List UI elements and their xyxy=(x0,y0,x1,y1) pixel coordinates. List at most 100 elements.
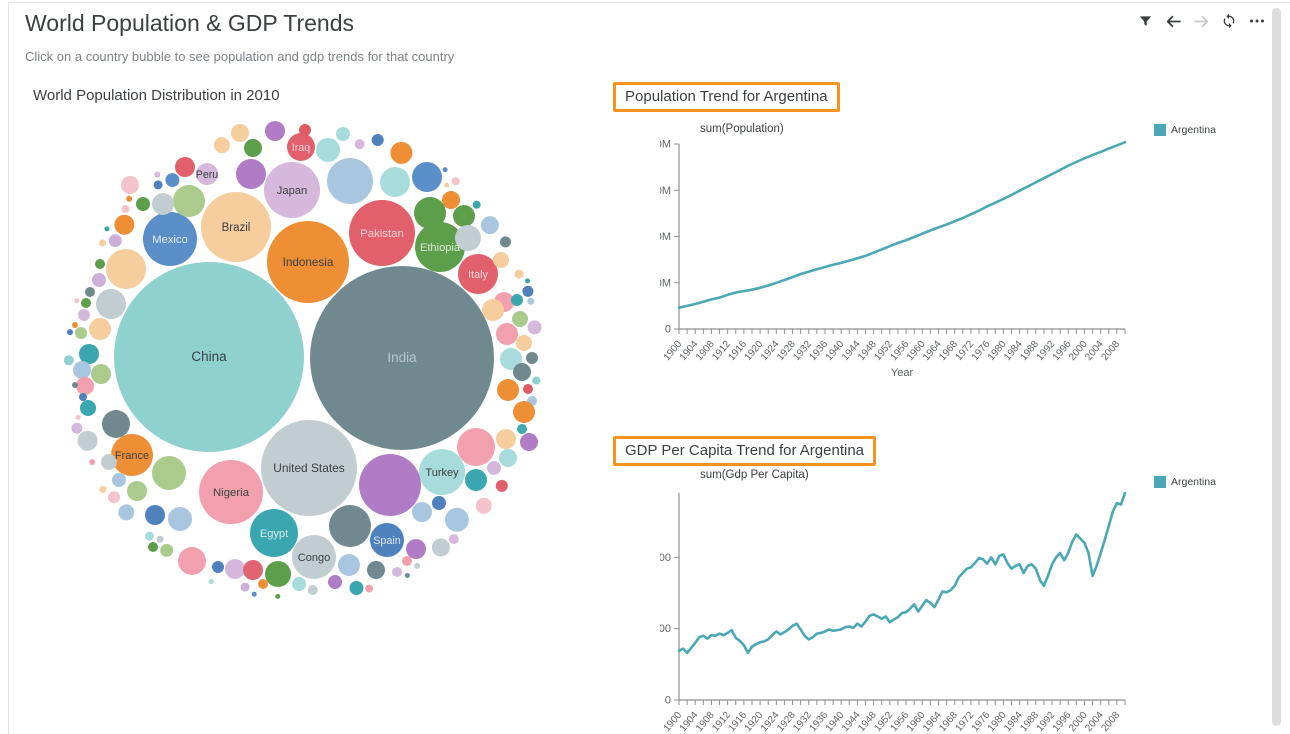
bubble-small[interactable] xyxy=(412,502,432,522)
bubble-egypt[interactable] xyxy=(250,509,298,557)
bubble-small[interactable] xyxy=(338,554,360,576)
bubble-small[interactable] xyxy=(511,294,523,306)
population-legend-item[interactable]: Argentina xyxy=(1154,124,1216,136)
bubble-small[interactable] xyxy=(95,259,105,269)
bubble-indonesia[interactable] xyxy=(267,221,349,303)
bubble-ethiopia[interactable] xyxy=(415,222,465,272)
bubble-small[interactable] xyxy=(371,134,384,146)
bubble-china[interactable] xyxy=(114,262,304,452)
bubble-small[interactable] xyxy=(525,278,530,284)
bubble-small[interactable] xyxy=(225,559,245,579)
bubble-small[interactable] xyxy=(487,461,501,475)
bubble-japan[interactable] xyxy=(264,162,320,218)
bubble-small[interactable] xyxy=(77,430,98,451)
bubble-small[interactable] xyxy=(349,581,364,595)
bubble-small[interactable] xyxy=(359,454,421,516)
bubble-small[interactable] xyxy=(89,459,96,465)
bubble-small[interactable] xyxy=(527,297,535,305)
bubble-small[interactable] xyxy=(72,382,78,388)
back-arrow-icon[interactable] xyxy=(1164,12,1182,30)
bubble-small[interactable] xyxy=(79,344,99,364)
bubble-small[interactable] xyxy=(496,323,518,345)
bubble-turkey[interactable] xyxy=(419,449,465,495)
bubble-small[interactable] xyxy=(526,352,538,364)
bubble-small[interactable] xyxy=(275,593,281,599)
bubble-small[interactable] xyxy=(148,542,158,552)
bubble-small[interactable] xyxy=(152,193,174,215)
bubble-small[interactable] xyxy=(451,177,460,186)
bubble-small[interactable] xyxy=(500,236,511,248)
bubble-small[interactable] xyxy=(80,400,96,416)
bubble-small[interactable] xyxy=(336,127,350,141)
bubble-small[interactable] xyxy=(154,171,161,178)
bubble-small[interactable] xyxy=(178,547,206,575)
bubble-small[interactable] xyxy=(76,377,94,395)
bubble-small[interactable] xyxy=(412,162,442,192)
bubble-small[interactable] xyxy=(482,299,504,321)
bubble-small[interactable] xyxy=(307,585,318,595)
bubble-small[interactable] xyxy=(265,121,285,141)
bubble-small[interactable] xyxy=(392,567,402,577)
bubble-small[interactable] xyxy=(160,543,174,557)
bubble-spain[interactable] xyxy=(370,523,404,557)
bubble-small[interactable] xyxy=(63,355,74,366)
bubble-peru[interactable] xyxy=(196,163,218,185)
bubble-small[interactable] xyxy=(99,239,106,247)
bubble-small[interactable] xyxy=(74,298,80,304)
bubble-small[interactable] xyxy=(265,561,291,587)
bubble-small[interactable] xyxy=(444,507,469,532)
bubble-small[interactable] xyxy=(118,504,135,521)
bubble-small[interactable] xyxy=(244,139,262,157)
bubble-small[interactable] xyxy=(513,401,535,423)
bubble-small[interactable] xyxy=(299,124,311,136)
bubble-small[interactable] xyxy=(79,393,87,401)
bubble-nigeria[interactable] xyxy=(199,460,263,524)
bubble-small[interactable] xyxy=(532,376,541,385)
bubble-small[interactable] xyxy=(444,182,450,188)
bubble-small[interactable] xyxy=(480,216,499,235)
bubble-small[interactable] xyxy=(165,173,180,188)
bubble-small[interactable] xyxy=(354,139,365,150)
bubble-small[interactable] xyxy=(497,379,519,401)
bubble-small[interactable] xyxy=(251,591,257,597)
bubble-small[interactable] xyxy=(168,507,192,531)
bubble-india[interactable] xyxy=(310,266,494,450)
bubble-small[interactable] xyxy=(73,361,91,379)
bubble-small[interactable] xyxy=(500,348,522,370)
bubble-small[interactable] xyxy=(442,167,448,173)
bubble-small[interactable] xyxy=(67,329,73,336)
bubble-small[interactable] xyxy=(71,422,83,434)
bubble-small[interactable] xyxy=(414,197,446,229)
bubble-small[interactable] xyxy=(75,415,81,420)
bubble-small[interactable] xyxy=(493,252,509,268)
bubble-small[interactable] xyxy=(145,505,165,525)
bubble-small[interactable] xyxy=(236,159,266,189)
bubble-small[interactable] xyxy=(517,424,527,434)
bubble-small[interactable] xyxy=(243,560,263,580)
bubble-small[interactable] xyxy=(258,579,268,589)
bubble-small[interactable] xyxy=(81,298,91,308)
bubble-small[interactable] xyxy=(108,491,120,504)
bubble-small[interactable] xyxy=(208,579,214,585)
bubble-small[interactable] xyxy=(72,322,78,328)
bubble-iraq[interactable] xyxy=(287,133,315,161)
bubble-small[interactable] xyxy=(442,191,460,209)
bubble-small[interactable] xyxy=(380,167,410,197)
bubble-small[interactable] xyxy=(402,556,412,566)
bubble-small[interactable] xyxy=(472,200,481,209)
forward-arrow-icon[interactable] xyxy=(1192,12,1210,30)
bubble-small[interactable] xyxy=(106,249,146,289)
bubble-small[interactable] xyxy=(496,429,516,449)
bubble-pakistan[interactable] xyxy=(349,200,415,266)
bubble-small[interactable] xyxy=(89,318,111,340)
bubble-small[interactable] xyxy=(173,185,205,217)
bubble-small[interactable] xyxy=(516,335,532,351)
bubble-small[interactable] xyxy=(432,496,446,510)
bubble-small[interactable] xyxy=(75,327,87,339)
bubble-brazil[interactable] xyxy=(201,192,271,262)
bubble-small[interactable] xyxy=(455,225,481,251)
bubble-united-states[interactable] xyxy=(261,420,357,516)
bubble-small[interactable] xyxy=(513,363,531,381)
bubble-small[interactable] xyxy=(152,456,186,490)
bubble-small[interactable] xyxy=(156,535,164,543)
